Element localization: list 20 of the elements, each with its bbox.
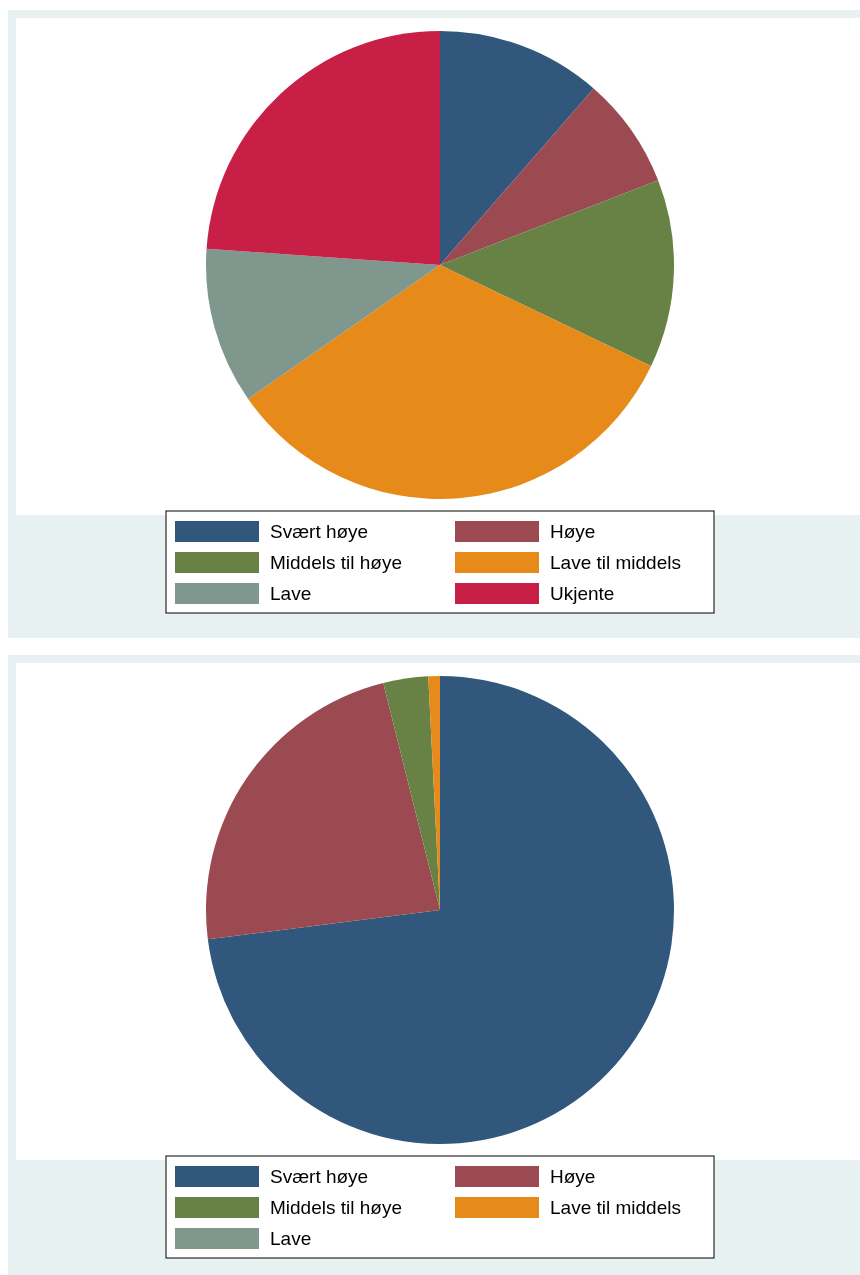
pie-slice [248,265,652,499]
pie-slice [206,248,440,399]
legend-label: Høye [550,1166,596,1187]
pie-slice [440,180,674,366]
pie-slice [206,682,440,940]
pie-slice [440,31,594,265]
pie-slice [440,88,659,265]
legend-label: Lave [270,583,312,604]
legend-label: Middels til høye [270,552,402,573]
legend-label: Svært høye [270,1166,369,1187]
legend-label: Lave til middels [550,552,681,573]
pie-slice [207,676,674,1144]
legend-label: Ukjente [550,583,615,604]
legend-label: Høye [550,521,596,542]
pie-slice [383,676,440,910]
legend-label: Middels til høye [270,1197,402,1218]
legend-label: Lave til middels [550,1197,681,1218]
legend-label: Lave [270,1228,312,1249]
pie-slice [206,31,440,265]
legend-label: Svært høye [270,521,369,542]
